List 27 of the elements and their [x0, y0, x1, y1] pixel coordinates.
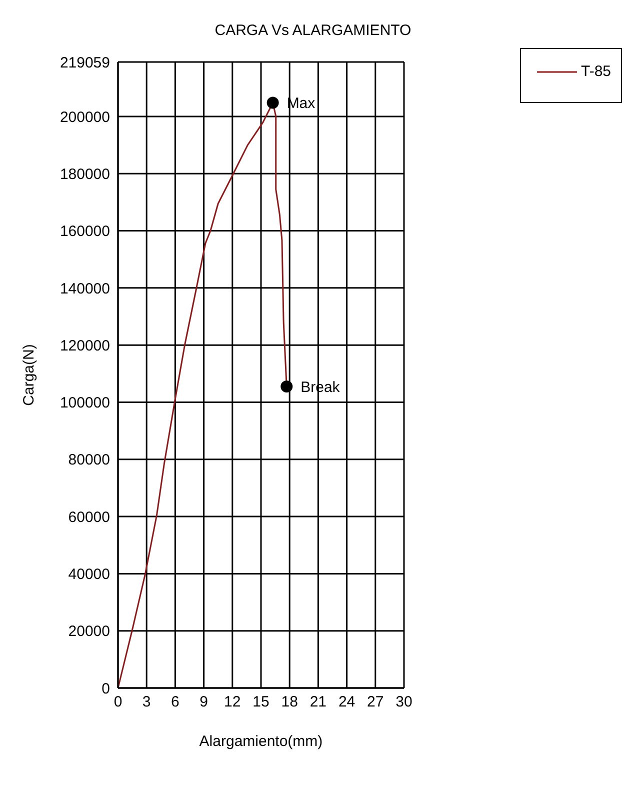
- y-axis-title: Carga(N): [20, 344, 38, 406]
- x-tick-label: 3: [142, 694, 151, 711]
- x-axis-title: Alargamiento(mm): [199, 733, 323, 750]
- legend-label: T-85: [580, 63, 611, 80]
- chart-title: CARGA Vs ALARGAMIENTO: [214, 22, 412, 39]
- y-tick-label: 219059: [60, 54, 110, 72]
- y-tick-label: 140000: [60, 280, 110, 298]
- x-tick-label: 6: [171, 694, 180, 711]
- y-tick-label: 0: [102, 680, 110, 698]
- x-tick-label: 0: [114, 694, 122, 711]
- x-tick-label: 21: [310, 694, 327, 711]
- y-tick-label: 120000: [60, 337, 110, 354]
- y-tick-label: 20000: [68, 623, 110, 640]
- y-tick-label: 160000: [60, 223, 110, 240]
- y-tick-label: 100000: [60, 394, 110, 412]
- y-tick-label: 200000: [60, 108, 110, 126]
- x-tick-label: 18: [281, 694, 298, 711]
- x-tick-label: 15: [252, 694, 270, 711]
- x-tick-label: 9: [200, 694, 208, 711]
- y-tick-label: 60000: [68, 508, 110, 526]
- y-tick-label: 180000: [60, 166, 110, 183]
- x-tick-label: 30: [396, 694, 412, 711]
- x-tick-label: 24: [338, 694, 356, 711]
- y-tick-label: 80000: [68, 452, 110, 469]
- y-tick-label: 40000: [68, 566, 110, 584]
- x-tick-label: 27: [367, 694, 384, 711]
- x-tick-label: 12: [224, 694, 241, 711]
